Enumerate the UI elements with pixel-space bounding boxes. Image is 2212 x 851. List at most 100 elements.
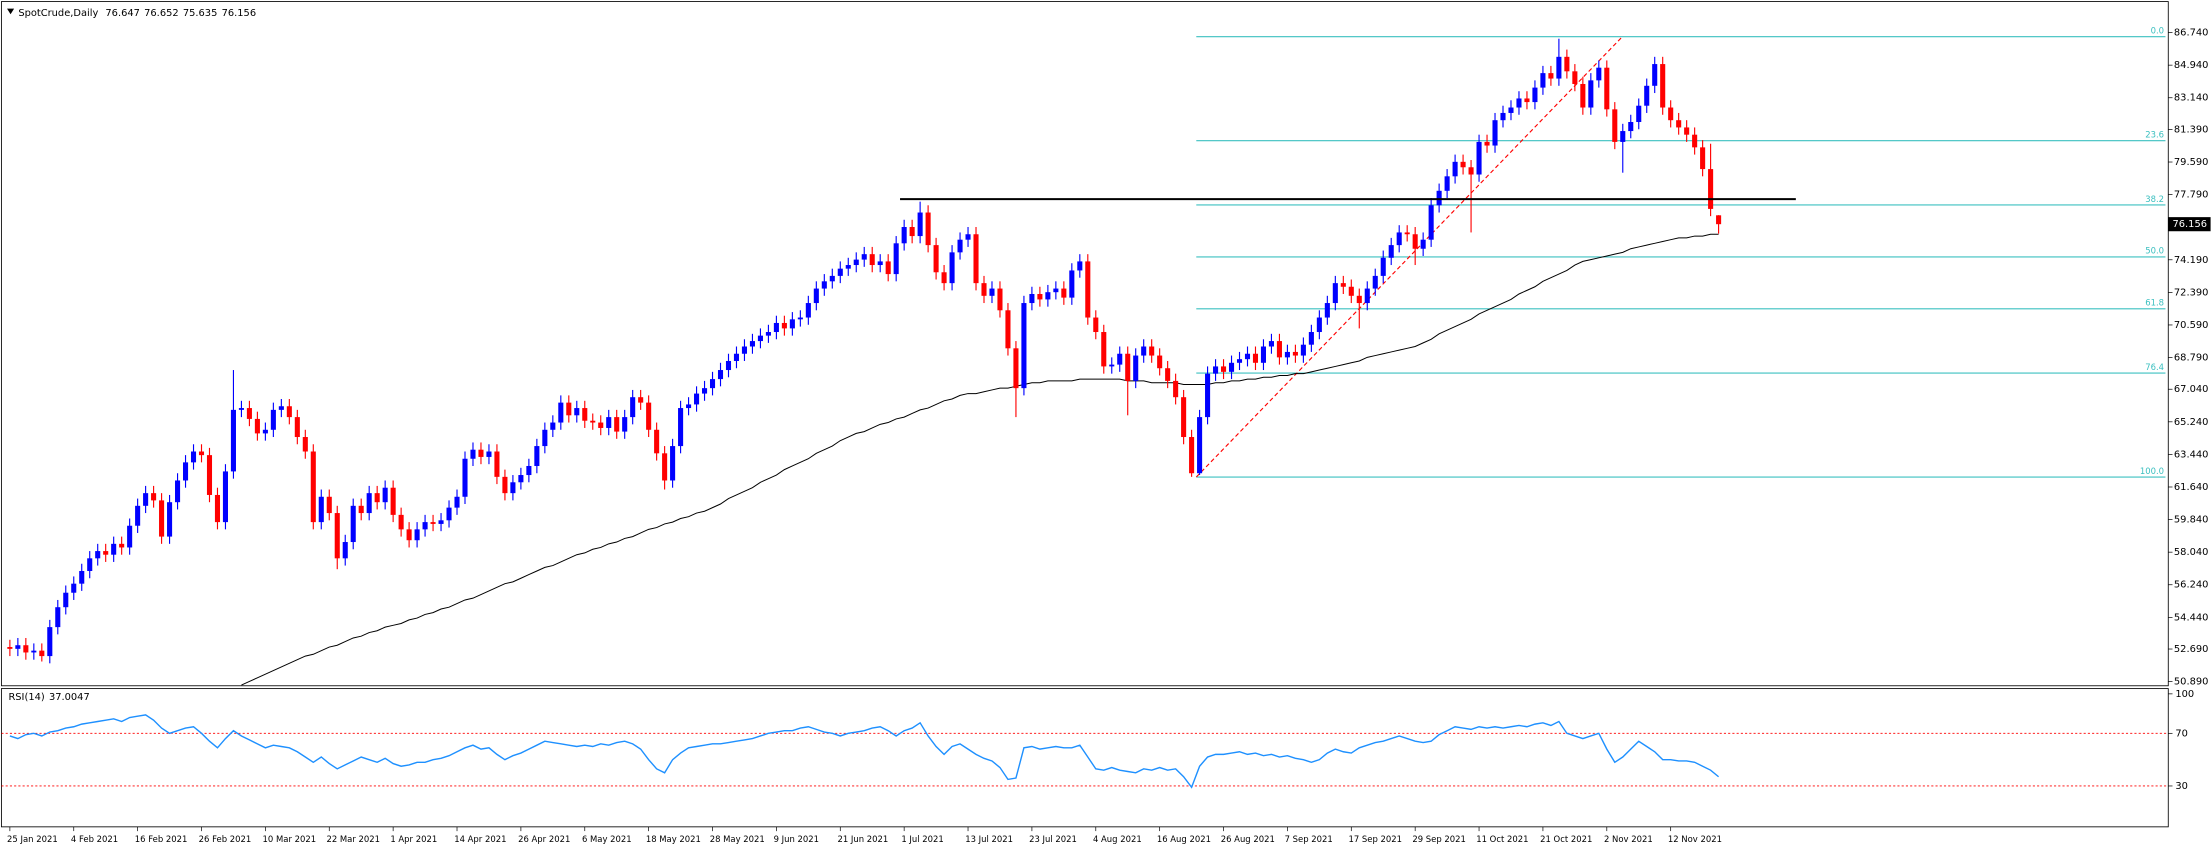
candle-body [1324,303,1330,318]
candle-body [1636,105,1642,123]
candle-body [1101,332,1107,367]
candle-body [462,458,468,497]
candle-body [15,645,21,649]
candle-body [39,650,45,657]
candle-body [1189,437,1195,474]
candle-body [989,288,995,296]
candle-body [1029,293,1035,304]
candle-body [622,417,628,432]
candle-body [1077,261,1083,271]
rsi-y-tick-label: 70 [2175,728,2188,739]
candle-body [949,252,955,284]
candle-body [741,346,748,354]
candle-body [1508,107,1514,113]
y-tick-label: 59.840 [2174,515,2209,526]
candle-body [470,449,476,459]
candle-body [1460,161,1466,168]
candle-body [749,341,755,347]
candle-body [55,607,61,628]
candle-body [845,265,851,269]
candle-body [1708,169,1714,209]
candle-body [438,520,444,524]
candle-body [135,505,141,526]
x-tick-label: 26 Apr 2021 [518,834,570,844]
candle-body [1037,293,1043,300]
candle-body [326,496,332,514]
candle-body [997,288,1003,311]
candle-body [973,234,979,284]
open-value: 76.647 [105,8,139,19]
candle-body [542,429,548,447]
x-tick-label: 11 Oct 2021 [1476,834,1528,844]
candle-body [510,482,516,494]
candle-body [638,397,644,403]
candle-body [486,451,492,457]
x-tick-label: 18 May 2021 [646,834,701,844]
y-tick-label: 86.740 [2174,28,2209,39]
price-panel-frame [0,1,2169,687]
candle-body [558,402,564,423]
candle-body [382,487,388,503]
candle-body [230,409,236,472]
fib-label: 100.0 [2140,466,2164,476]
candle-body [805,303,811,318]
x-tick-label: 16 Aug 2021 [1157,834,1211,844]
candle-body [1213,366,1219,374]
candle-body [670,446,676,481]
candle-body [1500,112,1506,121]
candle-body [1652,64,1658,86]
candle-body [1356,295,1362,304]
candle-body [1125,353,1131,381]
candle-body [454,496,460,508]
y-tick-label: 84.940 [2174,60,2209,71]
x-tick-label: 26 Aug 2021 [1221,834,1275,844]
moving-average [241,233,1719,686]
low-value: 75.635 [183,8,217,19]
fib-label: 50.0 [2145,246,2164,256]
candle-body [686,404,692,409]
candle-body [238,408,244,410]
menu-triangle[interactable] [7,8,15,15]
candle-body [773,322,779,333]
candle-body [1620,131,1626,142]
candle-body [582,408,588,421]
y-tick-label: 81.390 [2174,124,2209,135]
candle-body [1596,67,1602,81]
candle-body [1492,120,1498,146]
y-tick-label: 77.790 [2174,190,2209,201]
candle-body [1157,355,1163,369]
x-tick-label: 17 Sep 2021 [1348,834,1402,844]
candle-body [1045,292,1051,300]
x-tick-label: 1 Jul 2021 [901,834,943,844]
candle-body [1556,56,1562,79]
y-tick-label: 56.240 [2174,580,2209,591]
candle-body [254,418,260,434]
candle-body [1316,317,1322,333]
candle-body [63,592,69,608]
candle-body [1268,341,1274,347]
candle-body [1524,98,1530,103]
candle-body [518,475,524,483]
candle-body [151,493,157,501]
close-value: 76.156 [222,8,257,19]
candle-body [398,514,404,530]
candle-body [678,408,684,447]
y-tick-label: 83.140 [2174,93,2209,104]
candle-body [318,496,324,523]
y-tick-label: 67.040 [2174,384,2209,395]
candle-body [701,388,708,394]
candle-body [717,370,724,380]
candle-body [342,542,348,559]
fib-label: 38.2 [2145,194,2164,204]
candle-body [494,451,500,477]
candle-body [446,507,452,521]
candle-body [1244,353,1251,360]
candle-body [709,379,716,389]
candle-body [885,261,891,275]
last-price-label: 76.156 [2173,219,2208,230]
candle-body [1069,270,1075,298]
candle-body [1197,417,1203,474]
candle-body [7,647,13,649]
x-tick-label: 9 Jun 2021 [774,834,819,844]
candle-body [1628,122,1634,132]
